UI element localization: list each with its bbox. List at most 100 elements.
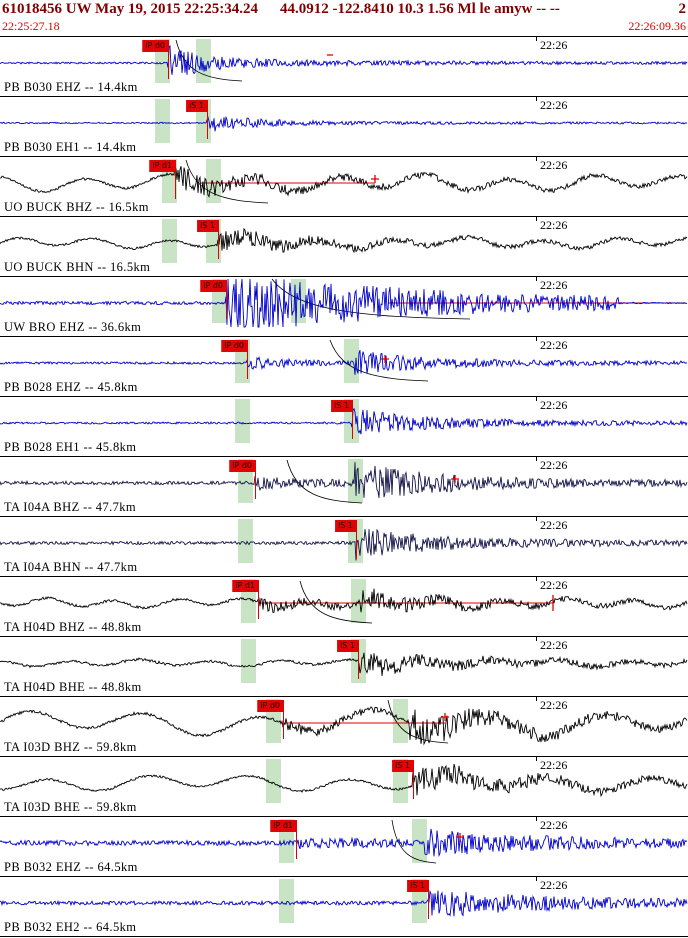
waveform-pb-b030-eh1[interactable] bbox=[0, 97, 688, 149]
coda-decay-curve bbox=[185, 159, 269, 204]
pick-flag[interactable]: iP d0 bbox=[229, 460, 255, 472]
seismogram-trace bbox=[0, 227, 688, 254]
pick-flag[interactable]: iP d0 bbox=[221, 340, 247, 352]
minute-time-label: 22:26 bbox=[540, 698, 568, 712]
minute-tick bbox=[536, 97, 537, 101]
seismogram-trace bbox=[0, 462, 688, 498]
trace-panel-ta-i03d-bhz: iP d0 22:26 TA I03D BHZ -- 59.8km bbox=[0, 697, 688, 757]
pick-flag[interactable]: iP d0 bbox=[200, 280, 226, 292]
amplitude-mark bbox=[381, 355, 389, 363]
trace-panel-uw-bro-ehz: iP d0 22:26 UW BRO EHZ -- 36.6km bbox=[0, 277, 688, 337]
seismogram-trace bbox=[0, 588, 688, 614]
waveform-ta-h04d-bhe[interactable] bbox=[0, 637, 688, 689]
waveform-pb-b032-eh2[interactable] bbox=[0, 877, 688, 929]
waveform-uo-buck-bhn[interactable] bbox=[0, 217, 688, 269]
coda-decay-curve bbox=[299, 580, 373, 624]
minute-time-label: 22:26 bbox=[540, 758, 568, 772]
pick-flag[interactable]: iS 1 bbox=[197, 220, 218, 232]
station-label: UO BUCK BHZ -- 16.5km bbox=[4, 200, 149, 214]
minute-tick bbox=[536, 757, 537, 761]
waveform-ta-h04d-bhz[interactable] bbox=[0, 577, 688, 629]
station-label: TA I04A BHZ -- 47.7km bbox=[4, 500, 137, 514]
arrival-window-band bbox=[393, 699, 408, 743]
minute-time-label: 22:26 bbox=[540, 638, 568, 652]
pick-flag[interactable]: iP d0 bbox=[257, 700, 283, 712]
pick-flag[interactable]: iP d1 bbox=[270, 820, 296, 832]
header: 61018456 UW May 19, 2015 22:25:34.24 44.… bbox=[0, 0, 688, 36]
minute-time-label: 22:26 bbox=[540, 818, 568, 832]
pick-flag[interactable]: iS 1 bbox=[186, 100, 207, 112]
seismogram-trace bbox=[0, 763, 688, 798]
waveform-pb-b032-ehz[interactable] bbox=[0, 817, 688, 869]
waveform-uw-bro-ehz[interactable] bbox=[0, 277, 688, 329]
station-label: PB B032 EH2 -- 64.5km bbox=[4, 920, 137, 934]
waveform-pb-b028-eh1[interactable] bbox=[0, 397, 688, 449]
seismogram-trace bbox=[0, 706, 688, 746]
trace-panel-uo-buck-bhn: iS 1 22:26 UO BUCK BHN -- 16.5km bbox=[0, 217, 688, 277]
waveform-ta-i04a-bhz[interactable] bbox=[0, 457, 688, 509]
window-time-range: 22:25:27.18 22:26:09.36 bbox=[2, 19, 686, 34]
pick-flag[interactable]: iP d0 bbox=[142, 40, 168, 52]
waveform-ta-i03d-bhe[interactable] bbox=[0, 757, 688, 809]
pick-flag[interactable]: iS 1 bbox=[337, 640, 358, 652]
minute-time-label: 22:26 bbox=[540, 98, 568, 112]
waveform-ta-i03d-bhz[interactable] bbox=[0, 697, 688, 749]
arrival-window-band bbox=[266, 759, 281, 803]
seismogram-trace bbox=[0, 164, 688, 198]
minute-time-label: 22:26 bbox=[540, 158, 568, 172]
station-label: PB B032 EHZ -- 64.5km bbox=[4, 860, 138, 874]
seismogram-trace bbox=[0, 528, 688, 561]
pick-flag[interactable]: iS 1 bbox=[335, 520, 356, 532]
amplitude-mark bbox=[456, 833, 464, 841]
pick-line bbox=[226, 280, 227, 319]
window-start-time: 22:25:27.18 bbox=[2, 19, 60, 33]
minute-tick bbox=[536, 397, 537, 401]
minute-time-label: 22:26 bbox=[540, 278, 568, 292]
pick-line bbox=[207, 100, 208, 139]
pick-flag[interactable]: iS 1 bbox=[392, 760, 413, 772]
minute-tick bbox=[536, 277, 537, 281]
pick-line bbox=[428, 880, 429, 919]
minute-tick bbox=[536, 517, 537, 521]
minute-time-label: 22:26 bbox=[540, 878, 568, 892]
minute-tick bbox=[536, 37, 537, 41]
minute-tick bbox=[536, 337, 537, 341]
waveform-pb-b028-ehz[interactable] bbox=[0, 337, 688, 389]
waveform-uo-buck-bhz[interactable] bbox=[0, 157, 688, 209]
trace-panel-pb-b030-eh1: iS 1 22:26 PB B030 EH1 -- 14.4km bbox=[0, 97, 688, 157]
arrival-window-band bbox=[238, 519, 253, 563]
minute-tick bbox=[536, 877, 537, 881]
coda-decay-curve bbox=[175, 39, 243, 82]
station-label: PB B030 EHZ -- 14.4km bbox=[4, 80, 138, 94]
pick-line bbox=[296, 820, 297, 859]
minute-time-label: 22:26 bbox=[540, 398, 568, 412]
amplitude-mark bbox=[451, 475, 459, 483]
seismogram-trace bbox=[0, 278, 688, 328]
minute-time-label: 22:26 bbox=[540, 578, 568, 592]
coda-decay-curve bbox=[286, 459, 363, 504]
minute-time-label: 22:26 bbox=[540, 518, 568, 532]
waveform-ta-i04a-bhn[interactable] bbox=[0, 517, 688, 569]
station-label: PB B028 EH1 -- 45.8km bbox=[4, 440, 137, 454]
waveform-pb-b030-ehz[interactable] bbox=[0, 37, 688, 89]
arrival-window-band bbox=[162, 219, 177, 263]
pick-line bbox=[255, 460, 256, 499]
minute-tick bbox=[536, 457, 537, 461]
trace-panel-uo-buck-bhz: iP d1 22:26 UO BUCK BHZ -- 16.5km bbox=[0, 157, 688, 217]
minute-time-label: 22:26 bbox=[540, 338, 568, 352]
amplitude-mark bbox=[371, 175, 379, 183]
station-label: TA I03D BHE -- 59.8km bbox=[4, 800, 137, 814]
station-label: TA H04D BHZ -- 48.8km bbox=[4, 620, 142, 634]
pick-flag[interactable]: iP d1 bbox=[232, 580, 258, 592]
pick-flag[interactable]: iP d1 bbox=[149, 160, 175, 172]
trace-panel-ta-h04d-bhz: iP d1 22:26 TA H04D BHZ -- 48.8km bbox=[0, 577, 688, 637]
minute-tick bbox=[536, 697, 537, 701]
coda-decay-curve bbox=[387, 699, 449, 744]
minute-time-label: 22:26 bbox=[540, 458, 568, 472]
station-label: TA H04D BHE -- 48.8km bbox=[4, 680, 142, 694]
pick-flag[interactable]: iS 1 bbox=[331, 400, 352, 412]
seismogram-trace bbox=[0, 115, 687, 132]
seismogram-trace bbox=[0, 349, 688, 375]
coda-decay-curve bbox=[391, 819, 437, 864]
pick-flag[interactable]: iS 1 bbox=[407, 880, 428, 892]
